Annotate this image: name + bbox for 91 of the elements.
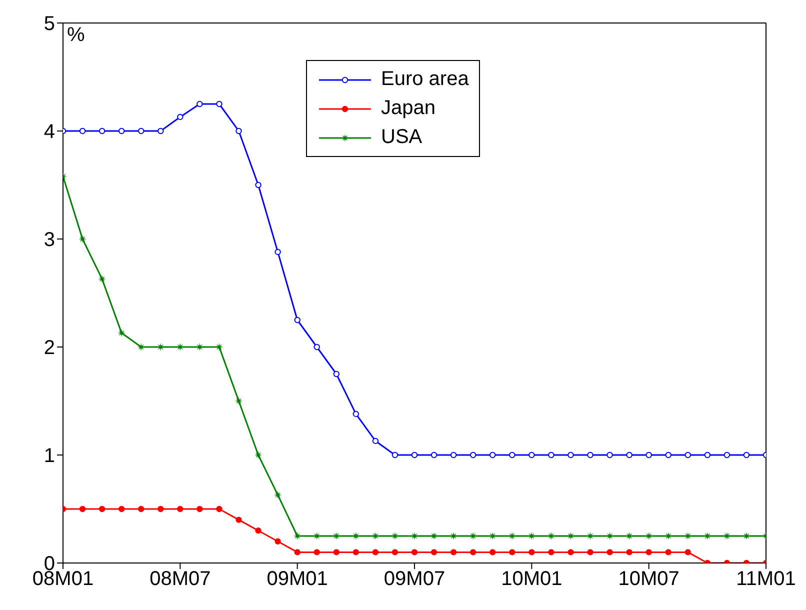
point [293, 532, 302, 540]
point [79, 128, 86, 134]
point [98, 274, 106, 283]
point [392, 549, 398, 556]
point [196, 506, 203, 512]
point [587, 452, 594, 458]
y-axis-title: % [67, 24, 85, 46]
point [79, 506, 86, 512]
point [568, 549, 574, 556]
point [215, 343, 224, 351]
point [587, 549, 594, 556]
point [333, 370, 340, 378]
point [274, 248, 281, 256]
x-tick-label: 09M01 [266, 568, 328, 590]
point [314, 549, 320, 556]
point [177, 114, 184, 120]
point [490, 549, 496, 556]
point [724, 452, 730, 458]
point [743, 452, 750, 458]
point [509, 452, 516, 458]
point [470, 452, 476, 458]
point [410, 532, 418, 540]
point [138, 506, 144, 512]
point [450, 452, 457, 458]
point [98, 506, 106, 512]
point [216, 100, 222, 108]
point [118, 328, 126, 337]
point [255, 528, 262, 534]
point [548, 549, 554, 556]
point [196, 100, 203, 108]
point [294, 316, 300, 324]
y-tick-label: 1 [44, 445, 55, 468]
point [98, 128, 106, 134]
y-tick-label: 4 [44, 121, 55, 144]
point [509, 549, 516, 556]
point [665, 549, 672, 556]
point [158, 506, 164, 512]
point [236, 128, 242, 134]
point [333, 549, 340, 556]
point [606, 452, 613, 458]
point [274, 538, 281, 544]
point [430, 549, 438, 556]
point [236, 516, 242, 523]
point [118, 506, 125, 512]
x-tick-label: 09M07 [384, 568, 446, 590]
point [138, 128, 144, 134]
point [411, 452, 418, 458]
point [314, 344, 320, 350]
y-tick-label: 2 [44, 337, 55, 360]
point [177, 506, 184, 512]
point [294, 549, 300, 556]
point [528, 549, 535, 556]
point [352, 549, 360, 556]
point [78, 235, 87, 243]
point [392, 452, 398, 458]
point [684, 452, 691, 458]
point [568, 452, 574, 458]
x-tick-label: 10M01 [501, 568, 562, 590]
x-tick-label: 10M07 [618, 568, 680, 590]
point [372, 438, 379, 444]
point [234, 397, 243, 405]
point [548, 452, 554, 458]
point [118, 128, 125, 134]
point [490, 452, 496, 458]
x-tick-label: 11M01 [736, 568, 796, 590]
point [372, 549, 379, 556]
y-tick-label: 5 [44, 13, 55, 36]
point [216, 506, 222, 512]
point [352, 410, 360, 418]
y-tick-label: 3 [44, 229, 55, 252]
point [254, 451, 262, 459]
point [626, 452, 632, 458]
point [528, 452, 535, 458]
point [450, 549, 457, 556]
point [606, 549, 613, 556]
point [158, 128, 164, 134]
point [255, 182, 262, 188]
legend-label: Euro area [381, 68, 469, 91]
point [430, 452, 438, 458]
legend-label: USA [381, 126, 422, 149]
point [646, 549, 652, 556]
point [411, 549, 418, 556]
point [470, 549, 476, 556]
point [626, 549, 632, 556]
point [646, 452, 652, 458]
point [704, 452, 711, 458]
x-tick-label: 08M07 [150, 568, 211, 590]
point [684, 549, 691, 556]
legend-label: Japan [381, 97, 436, 120]
point [665, 452, 672, 458]
point [274, 490, 282, 499]
